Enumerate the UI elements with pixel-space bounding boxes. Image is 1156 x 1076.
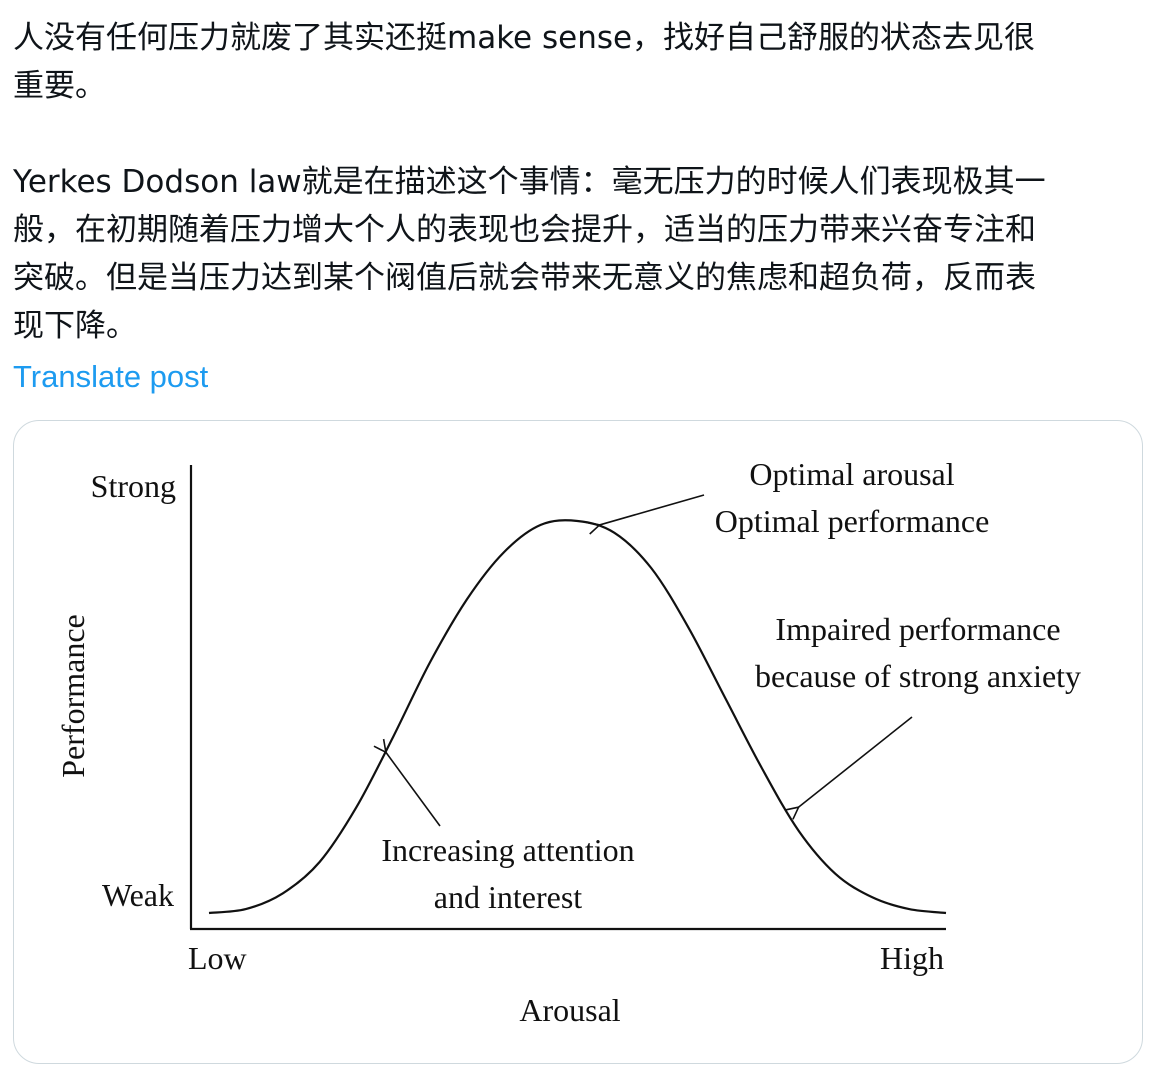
x-axis-title: Arousal <box>519 992 620 1028</box>
annotation-increasing-line: and interest <box>434 879 583 915</box>
post-line: 人没有任何压力就废了其实还挺make sense，找好自己舒服的状态去见很 <box>13 20 1036 56</box>
post-line: Yerkes Dodson law就是在描述这个事情：毫无压力的时候人们表现极其… <box>13 164 1046 200</box>
annotation-impaired-arrow <box>799 716 913 807</box>
post-text: 人没有任何压力就废了其实还挺make sense，找好自己舒服的状态去见很 重要… <box>13 14 1143 350</box>
annotation-increasing-line: Increasing attention <box>381 832 634 868</box>
x-tick-label-high: High <box>880 940 944 976</box>
annotation-optimal-line: Optimal performance <box>715 503 990 539</box>
annotation-impaired-line: because of strong anxiety <box>755 658 1081 694</box>
annotation-optimal-line: Optimal arousal <box>749 456 954 492</box>
y-tick-label-weak: Weak <box>102 877 174 913</box>
chart-annotations-layer: Optimal arousal Optimal performance Impair… <box>381 456 1081 915</box>
annotation-optimal-arrow <box>600 494 705 525</box>
yerkes-dodson-chart: Strong Weak Low High Arousal Performance Opti… <box>55 456 1081 1028</box>
annotation-impaired-line: Impaired performance <box>775 611 1060 647</box>
y-axis-title: Performance <box>55 614 91 777</box>
performance-curve <box>208 519 947 915</box>
post-line: 重要。 <box>13 68 106 104</box>
paragraph-gap <box>13 110 1143 158</box>
x-tick-label-low: Low <box>188 940 247 976</box>
post-line: 现下降。 <box>13 308 137 344</box>
post-line: 突破。但是当压力达到某个阀值后就会带来无意义的焦虑和超负荷，反而表 <box>13 260 1036 296</box>
translate-post-link[interactable]: Translate post <box>13 359 209 394</box>
chart-axes <box>189 465 946 931</box>
chart-curve-layer <box>208 519 947 915</box>
post-line: 般，在初期随着压力增大个人的表现也会提升，适当的压力带来兴奋专注和 <box>13 212 1036 248</box>
post-media-image[interactable]: Strong Weak Low High Arousal Performance Opti… <box>13 420 1143 1064</box>
chart-labels-layer: Strong Weak Low High Arousal Performance <box>55 468 944 1028</box>
annotation-increasing-arrow <box>386 752 441 827</box>
y-tick-label-strong: Strong <box>91 468 176 504</box>
